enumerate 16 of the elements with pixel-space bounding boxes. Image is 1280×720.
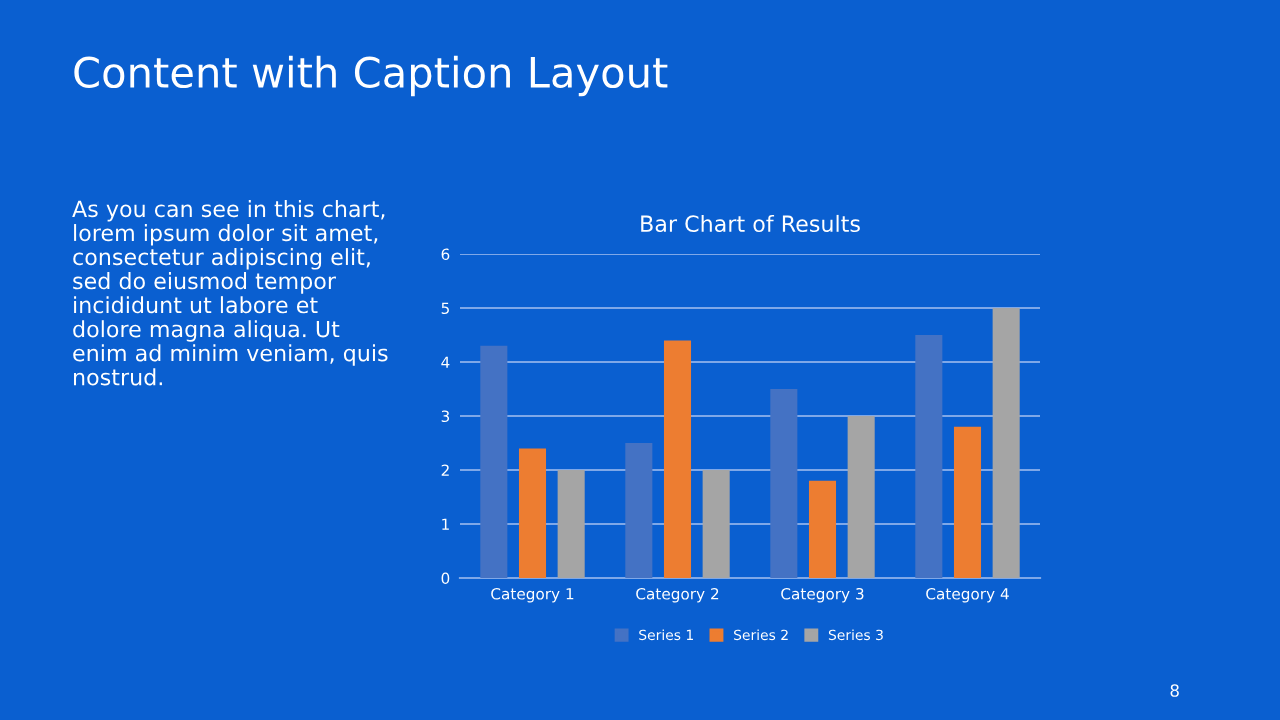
bar (518, 448, 547, 578)
bar (992, 308, 1020, 578)
bar (702, 470, 730, 578)
bar (770, 389, 798, 578)
text: 8 (1170, 684, 1179, 697)
bar (808, 480, 837, 578)
bar (557, 470, 585, 578)
bar (663, 340, 692, 578)
text: As you can see in this chart, lorem ipsum dolor sit amet, consectetur adipiscing elit, sed do eiusmod tempor incididunt ut labore et dolore magna aliqua. Ut enim ad minim veniam, quis nostrud. (72, 200, 388, 386)
bar (847, 416, 875, 578)
bar (953, 426, 982, 578)
chart-title: Bar Chart of Results (641, 214, 860, 233)
bar (915, 335, 943, 578)
bar (625, 443, 653, 578)
text: Content with Caption Layout (74, 55, 668, 97)
bar (480, 345, 508, 578)
